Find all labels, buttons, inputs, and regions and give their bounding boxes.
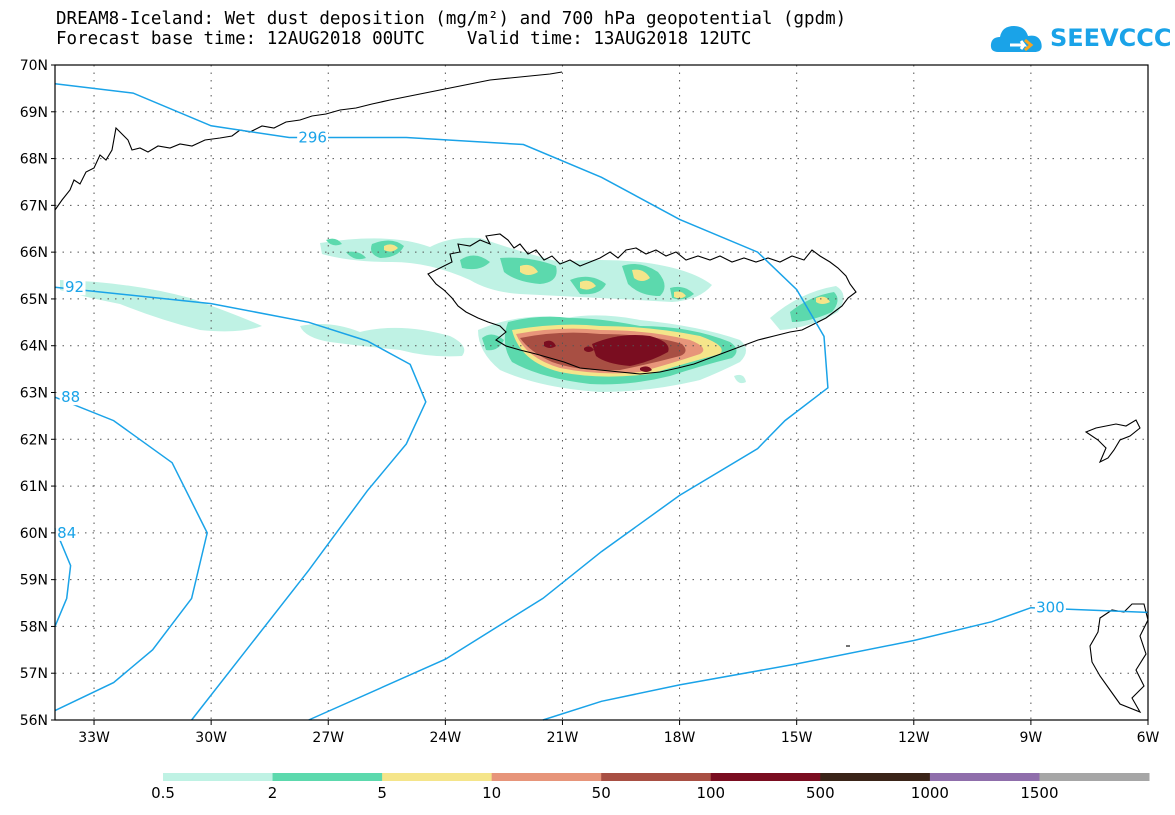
colorbar-swatch (272, 773, 383, 781)
colorbar-swatch (491, 773, 602, 781)
contour-label: 296 (298, 129, 327, 147)
lat-label: 63N (20, 386, 48, 402)
geopotential-contours: 296 92 88 84 300 (54, 82, 1149, 721)
cloud-logo-icon (990, 26, 1042, 52)
coastline-iceland (427, 233, 857, 375)
colorbar-label: 2 (268, 784, 278, 802)
graticule (55, 65, 1148, 720)
coastline-greenland (54, 71, 563, 211)
contour-label: 84 (57, 524, 76, 542)
deposition-11 (326, 238, 342, 246)
colorbar-swatch (820, 773, 931, 781)
contour-296 (54, 82, 829, 721)
lon-label: 33W (78, 730, 110, 746)
map-subtitle: Forecast base time: 12AUG2018 00UTC Vali… (56, 29, 752, 49)
colorbar-swatch (1039, 773, 1150, 781)
lat-label: 61N (20, 479, 48, 495)
seevccc-logo: SEEVCCC (988, 18, 1172, 60)
lat-label: 60N (20, 526, 48, 542)
map-title: DREAM8-Iceland: Wet dust deposition (mg/… (56, 9, 847, 29)
coastlines (54, 71, 1149, 714)
lat-label: 56N (20, 713, 48, 729)
contour-label-bg (63, 278, 86, 296)
lat-label: 68N (20, 152, 48, 168)
lat-label: 57N (20, 666, 48, 682)
lat-label: 66N (20, 245, 48, 261)
deposition-05 (60, 280, 262, 332)
contour-92 (54, 286, 427, 721)
colorbar: 0.5 2 5 10 50 100 500 1000 1500 (151, 773, 1150, 802)
lon-label: 21W (547, 730, 579, 746)
deposition-21 (384, 244, 398, 252)
lon-label: 6W (1137, 730, 1160, 746)
coastline-faroe (1084, 419, 1141, 464)
lon-label: 15W (781, 730, 813, 746)
deposition-23 (580, 280, 596, 290)
axis-labels: 33W 30W 27W 24W 21W 18W 15W 12W 9W 6W 70N 69N 68N 67N… (20, 58, 1160, 746)
deposition-25 (674, 291, 686, 299)
lon-label: 12W (898, 730, 930, 746)
lon-label: 30W (195, 730, 227, 746)
contour-label-bg (1034, 598, 1066, 616)
lon-label: 9W (1020, 730, 1043, 746)
contour-label: 88 (61, 388, 80, 406)
lon-label: 18W (664, 730, 696, 746)
colorbar-label: 0.5 (151, 784, 175, 802)
lat-label: 65N (20, 292, 48, 308)
lat-label: 58N (20, 619, 48, 635)
lon-label: 27W (312, 730, 344, 746)
deposition-31 (544, 340, 556, 348)
lat-label: 70N (20, 58, 48, 74)
deposition-06 (300, 324, 465, 357)
colorbar-label: 10 (482, 784, 501, 802)
deposition-22 (520, 264, 538, 275)
deposition-12 (346, 251, 366, 260)
colorbar-swatch (710, 773, 821, 781)
colorbar-label: 50 (592, 784, 611, 802)
contour-label-bg (297, 128, 329, 146)
deposition-33 (640, 366, 652, 372)
deposition-13 (460, 255, 490, 270)
deposition-32 (584, 346, 594, 352)
colorbar-label: 1500 (1020, 784, 1058, 802)
lat-label: 64N (20, 339, 48, 355)
contour-label-bg (55, 523, 78, 541)
logo-text: SEEVCCC (1050, 24, 1172, 52)
colorbar-swatch (929, 773, 1040, 781)
lat-label: 59N (20, 573, 48, 589)
colorbar-swatch (601, 773, 712, 781)
deposition-24 (632, 269, 650, 281)
deposition-26 (816, 296, 830, 304)
lon-label: 24W (430, 730, 462, 746)
contour-label: 300 (1036, 599, 1065, 617)
colorbar-label: 500 (806, 784, 835, 802)
deposition-09 (734, 374, 746, 384)
colorbar-label: 5 (377, 784, 387, 802)
deposition-30 (592, 335, 669, 366)
contour-84 (54, 527, 72, 627)
colorbar-label: 100 (696, 784, 725, 802)
lat-label: 69N (20, 105, 48, 121)
contour-label: 92 (65, 278, 84, 296)
lat-label: 62N (20, 432, 48, 448)
colorbar-label: 1000 (911, 784, 949, 802)
contour-label-bg (59, 388, 82, 406)
contour-88 (54, 396, 208, 712)
colorbar-swatch (163, 773, 274, 781)
contour-300 (542, 606, 1149, 721)
coastline-scotland (1089, 603, 1149, 714)
colorbar-swatch (382, 773, 493, 781)
map-frame (54, 64, 1149, 721)
lat-label: 67N (20, 198, 48, 214)
